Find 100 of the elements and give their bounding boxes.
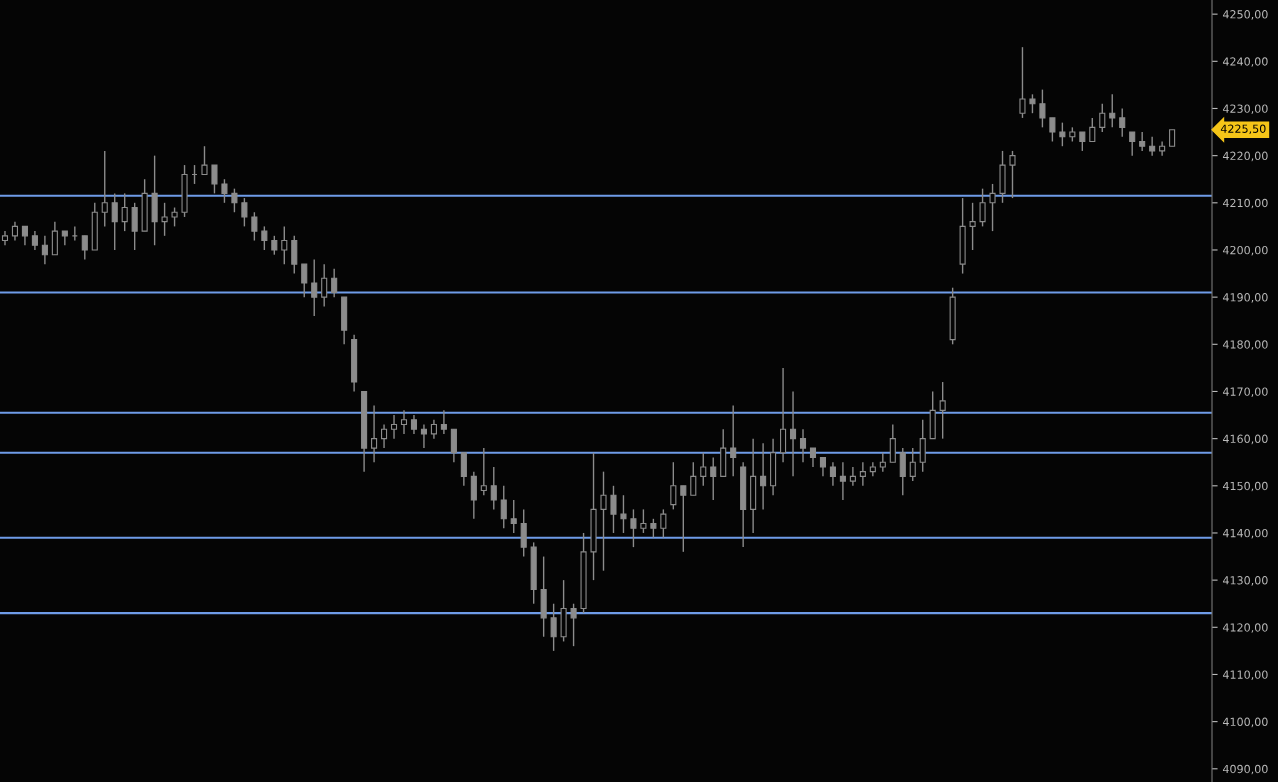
- candlestick: [500, 485, 507, 529]
- candlestick: [111, 192, 118, 251]
- candlestick: [909, 447, 916, 482]
- candlestick: [610, 485, 617, 534]
- candlestick: [211, 164, 218, 195]
- candlestick: [809, 447, 817, 468]
- candlestick: [979, 187, 986, 228]
- candlestick: [241, 197, 248, 228]
- candlestick: [859, 461, 866, 487]
- candlestick: [430, 419, 437, 440]
- candlestick: [510, 499, 517, 534]
- y-tick-label: 4090,00: [1222, 764, 1268, 775]
- candlestick: [1159, 140, 1166, 157]
- candlestick: [301, 263, 308, 298]
- candlestick: [281, 225, 288, 265]
- candlestick: [381, 423, 388, 449]
- candlestick: [939, 381, 946, 440]
- candlestick: [849, 466, 856, 487]
- y-tick-label: 4130,00: [1222, 576, 1268, 586]
- y-tick-label: 4170,00: [1222, 387, 1268, 397]
- candlestick: [480, 447, 487, 496]
- candlestick: [171, 206, 178, 228]
- candlestick: [221, 178, 228, 204]
- candlestick: [989, 183, 996, 232]
- candlestick: [1039, 88, 1046, 129]
- y-tick-label: 4120,00: [1222, 623, 1268, 633]
- candlestick: [1119, 107, 1126, 138]
- candlestick: [819, 456, 827, 478]
- candlestick: [41, 235, 48, 265]
- candlestick: [1009, 150, 1016, 199]
- candlestick: [670, 461, 677, 511]
- candlestick: [889, 423, 896, 463]
- candlestick: [1079, 131, 1086, 152]
- candlestick: [879, 452, 886, 473]
- y-tick-label: 4150,00: [1222, 481, 1268, 492]
- candlestick: [1089, 117, 1096, 143]
- candlestick: [121, 192, 128, 232]
- candlestick: [839, 461, 846, 501]
- candlestick: [201, 145, 208, 176]
- candlestick: [700, 452, 707, 487]
- candlestick: [1059, 121, 1066, 147]
- candlestick: [799, 428, 807, 463]
- candlestick: [321, 263, 328, 308]
- candlestick: [291, 235, 298, 275]
- candlestick: [1019, 46, 1026, 119]
- candlestick: [420, 423, 427, 449]
- candlestick: [410, 414, 418, 435]
- candlestick: [470, 470, 477, 520]
- candlestick: [390, 414, 398, 440]
- candlestick: [520, 508, 527, 558]
- candlestick: [1049, 117, 1056, 143]
- y-tick-label: 4240,00: [1222, 57, 1268, 67]
- candlestick: [31, 230, 38, 251]
- candlestick: [1149, 136, 1156, 157]
- y-tick-label: 4230,00: [1222, 104, 1268, 114]
- y-tick-label: 4160,00: [1222, 434, 1268, 445]
- candlestick: [640, 508, 647, 534]
- candlestick: [969, 202, 976, 251]
- candlestick: [81, 235, 88, 261]
- text: 4225,50: [1220, 124, 1266, 135]
- candlestick: [161, 202, 168, 237]
- candlestick: [131, 202, 138, 251]
- y-tick-label: 4210,00: [1222, 198, 1268, 209]
- candlestick: [760, 442, 767, 511]
- candlestick: [440, 409, 447, 435]
- candlestick: [11, 220, 19, 242]
- y-tick-label: 4250,00: [1222, 10, 1268, 20]
- candlestick: [550, 603, 557, 652]
- candlestick: [1099, 103, 1106, 133]
- y-tick-label: 4180,00: [1222, 340, 1268, 350]
- candlestick: [271, 235, 278, 256]
- candlestick: [620, 494, 627, 534]
- candlestick: [21, 225, 28, 246]
- y-tick-label: 4110,00: [1222, 670, 1268, 680]
- candlestick: [251, 211, 258, 242]
- candlestick: [780, 367, 787, 463]
- candlestick: [261, 225, 268, 251]
- candlestick: [460, 452, 467, 487]
- candlestick: [311, 258, 318, 317]
- candlestick: [919, 419, 926, 473]
- candlestick: [61, 230, 68, 246]
- candlestick: [101, 150, 108, 228]
- candlestick: [630, 508, 637, 548]
- candlestick: [600, 470, 607, 572]
- candlestick: [1139, 131, 1146, 152]
- y-tick-label: 4190,00: [1222, 293, 1268, 303]
- candlestick: [51, 220, 58, 256]
- candlestick: [231, 187, 238, 213]
- candlestick: [450, 428, 457, 463]
- candlestick: [331, 268, 338, 298]
- candlestick: [899, 447, 906, 496]
- candlestick: [710, 456, 717, 501]
- candlestick: [690, 461, 697, 496]
- candlestick: [1029, 93, 1036, 114]
- candlestick: [490, 466, 497, 511]
- candlestick: [650, 518, 657, 539]
- candlestick: [730, 404, 737, 478]
- y-tick-label: 4140,00: [1222, 528, 1268, 539]
- y-tick-label: 4220,00: [1222, 151, 1268, 162]
- candlestick: [680, 485, 687, 553]
